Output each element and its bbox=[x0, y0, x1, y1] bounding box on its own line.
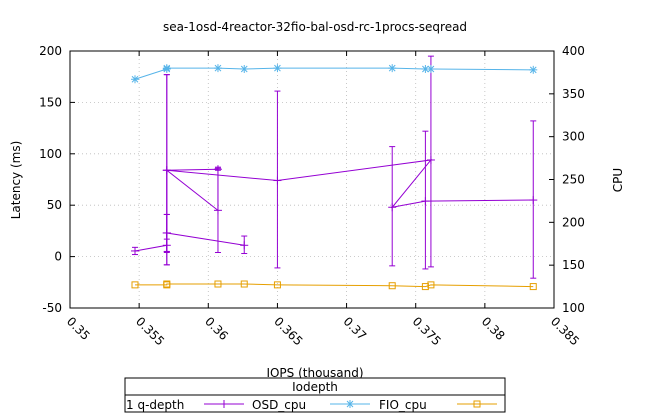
data-point-fio-cpu-box bbox=[240, 280, 248, 288]
legend-swatch-marker bbox=[473, 400, 481, 408]
chart-title: sea-1osd-4reactor-32fio-bal-osd-rc-1proc… bbox=[163, 20, 467, 34]
x-tick-label: 0.36 bbox=[202, 314, 231, 343]
y2-tick-label: 350 bbox=[562, 87, 585, 101]
legend-label: 1 q-depth bbox=[126, 398, 184, 412]
y-tick-label: 50 bbox=[47, 198, 62, 212]
x-tick-label: 0.37 bbox=[340, 314, 369, 343]
data-point-osd-cpu-d2 bbox=[427, 65, 435, 73]
data-point-osd-cpu bbox=[213, 64, 222, 73]
plot-border bbox=[69, 50, 555, 309]
data-point-fio-cpu-box bbox=[131, 281, 139, 289]
legend-swatch-marker-box bbox=[473, 400, 481, 408]
y-tick-label: 100 bbox=[39, 147, 62, 161]
y2-tick-label: 250 bbox=[562, 173, 585, 187]
grid bbox=[70, 51, 554, 308]
legend-swatch-marker bbox=[346, 400, 354, 408]
data-point-fio-cpu-box bbox=[388, 282, 396, 290]
legend-title: Iodepth bbox=[292, 380, 338, 394]
y2-tick-label: 150 bbox=[562, 258, 585, 272]
data-point-1-q-depth bbox=[426, 155, 435, 164]
data-point-1-q-depth bbox=[213, 206, 222, 215]
data-point-osd-cpu-d2 bbox=[529, 66, 537, 74]
data-point-fio-cpu-box bbox=[427, 281, 435, 289]
data-point-fio-cpu bbox=[529, 283, 537, 291]
data-point-osd-cpu bbox=[529, 65, 538, 74]
y2-tick-label: 300 bbox=[562, 130, 585, 144]
data-point-fio-cpu bbox=[131, 281, 139, 289]
legend: Iodepth 1 q-depth OSD_cpu FIO_cpu bbox=[124, 377, 506, 413]
data-point-osd-cpu bbox=[388, 64, 397, 73]
y2-axis-title: CPU bbox=[611, 168, 625, 192]
data-point-fio-cpu-box bbox=[529, 283, 537, 291]
data-point-osd-cpu-d2 bbox=[388, 64, 396, 72]
y2-tick-label: 100 bbox=[562, 301, 585, 315]
legend-label: FIO_cpu bbox=[379, 398, 427, 412]
y2-axis: 100 150 200 250 300 350 400 bbox=[549, 44, 585, 315]
data-point-1-q-depth bbox=[273, 176, 282, 185]
x-tick-label: 0.365 bbox=[271, 314, 305, 348]
series-layer bbox=[130, 55, 538, 291]
data-point-1-q-depth bbox=[240, 241, 249, 250]
data-point-osd-cpu-d2 bbox=[163, 64, 171, 72]
y-tick-label: 0 bbox=[54, 250, 62, 264]
data-point-osd-cpu-d2 bbox=[274, 64, 281, 72]
data-point-fio-cpu bbox=[388, 282, 396, 290]
data-point-osd-cpu-d2 bbox=[422, 65, 429, 73]
x-axis: 0.35 0.355 0.36 0.365 0.37 0.375 0.38 0.385 bbox=[64, 51, 582, 348]
x-tick-label: 0.38 bbox=[479, 314, 508, 343]
data-point-osd-cpu-d2 bbox=[214, 64, 222, 72]
y2-tick-label: 200 bbox=[562, 215, 585, 229]
y-tick-label: 150 bbox=[39, 95, 62, 109]
data-point-fio-cpu-box bbox=[273, 281, 281, 289]
data-point-1-q-depth bbox=[162, 166, 171, 175]
data-point-fio-cpu bbox=[273, 281, 281, 289]
legend-label: OSD_cpu bbox=[252, 398, 306, 412]
x-tick-label: 0.355 bbox=[133, 314, 167, 348]
y-tick-label: -50 bbox=[42, 301, 62, 315]
data-point-osd-cpu bbox=[426, 64, 435, 73]
y-tick-label: 200 bbox=[39, 44, 62, 58]
data-point-1-q-depth bbox=[130, 246, 139, 255]
data-point-osd-cpu-d2 bbox=[131, 75, 139, 83]
data-point-osd-cpu bbox=[130, 75, 139, 84]
data-point-osd-cpu bbox=[240, 64, 249, 73]
y-axis: -50 0 50 100 150 200 bbox=[39, 44, 75, 315]
legend-swatch-marker-d2 bbox=[346, 400, 354, 408]
x-tick-label: 0.375 bbox=[410, 314, 444, 348]
data-point-fio-cpu bbox=[163, 280, 171, 288]
data-point-1-q-depth bbox=[421, 197, 430, 206]
data-point-fio-cpu bbox=[240, 280, 248, 288]
data-point-fio-cpu bbox=[214, 280, 222, 288]
data-point-fio-cpu bbox=[427, 281, 435, 289]
data-point-1-q-depth bbox=[388, 203, 397, 212]
y-axis-title: Latency (ms) bbox=[9, 141, 23, 220]
series-line-fio-cpu bbox=[134, 283, 534, 288]
series-line-osd-cpu bbox=[134, 67, 534, 80]
data-point-osd-cpu bbox=[162, 64, 171, 73]
x-axis-title: IOPS (thousand) bbox=[266, 366, 363, 380]
data-point-fio-cpu-box bbox=[214, 280, 222, 288]
data-point-osd-cpu bbox=[273, 64, 282, 73]
data-point-osd-cpu-d2 bbox=[240, 65, 248, 73]
data-point-fio-cpu-box bbox=[163, 280, 171, 288]
x-tick-label: 0.385 bbox=[548, 314, 582, 348]
legend-swatch-marker bbox=[220, 400, 228, 408]
x-tick-label: 0.35 bbox=[64, 314, 93, 343]
y2-tick-label: 400 bbox=[562, 44, 585, 58]
data-point-1-q-depth bbox=[529, 196, 538, 205]
